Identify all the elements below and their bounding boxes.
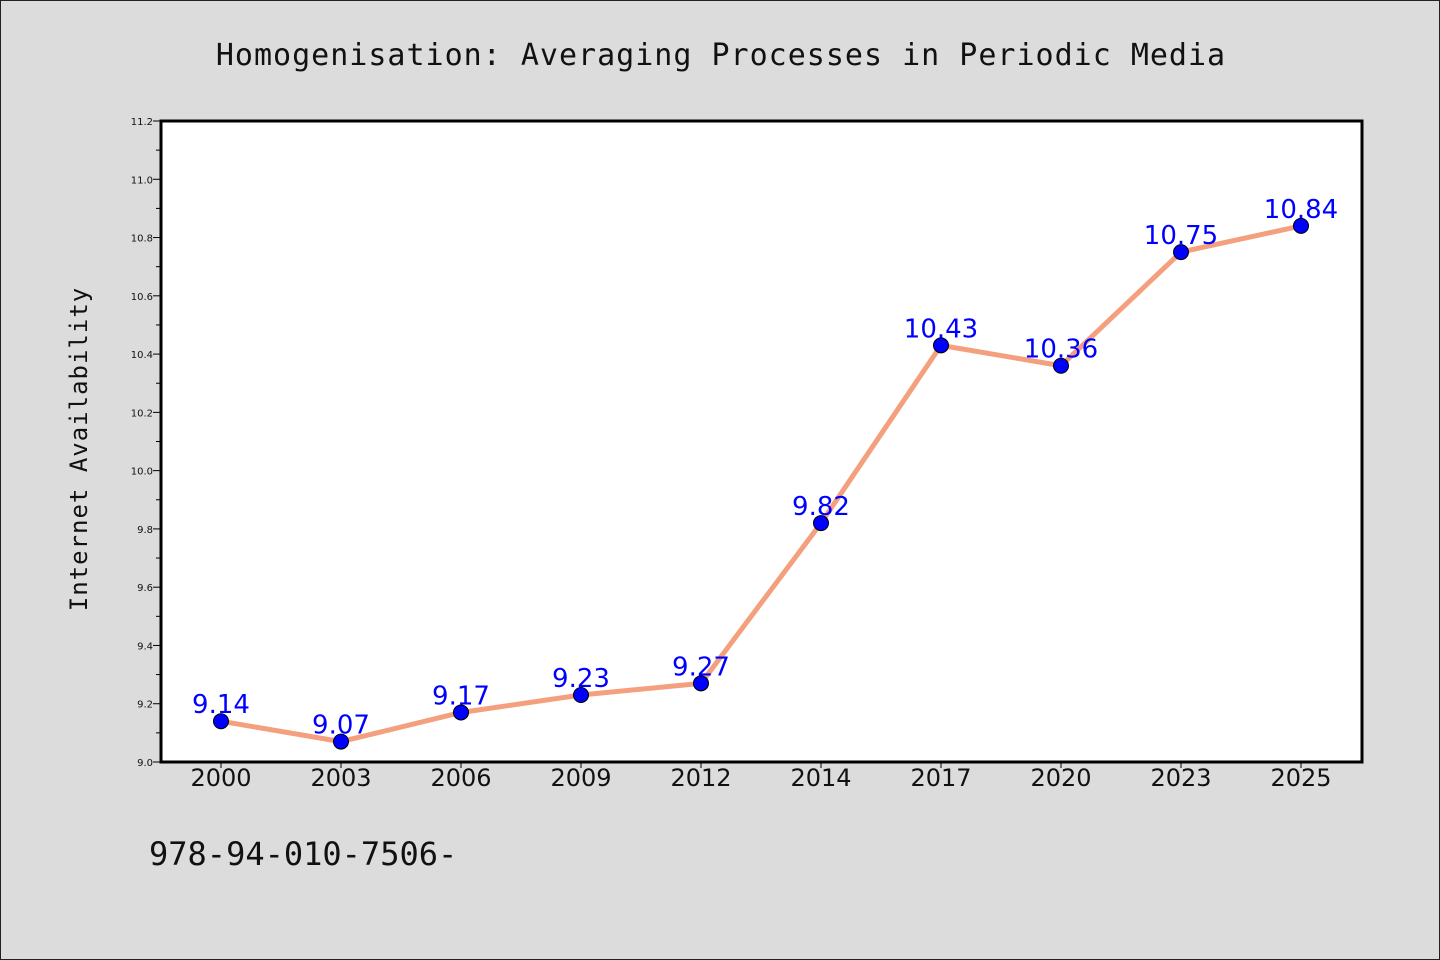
- data-point: [1053, 357, 1069, 374]
- y-tick-label: 10.6: [131, 292, 153, 303]
- x-tick-label: 2000: [190, 764, 251, 792]
- y-tick-label: 10.8: [131, 234, 153, 245]
- plot-frame: [159, 119, 1364, 764]
- y-tick-label: 9.8: [137, 525, 153, 536]
- data-label: 10.75: [1144, 221, 1218, 251]
- data-label: 10.84: [1264, 195, 1338, 225]
- y-tick-label: 11.0: [131, 175, 153, 186]
- footnote: 978-94-010-7506-: [149, 835, 457, 873]
- x-tick-label: 2014: [790, 764, 851, 792]
- data-label: 9.27: [672, 652, 730, 682]
- x-axis: 2000 2003 2006 2009 2012 2014 2017 2020 2023 2025: [190, 762, 1332, 792]
- x-tick-label: 2025: [1270, 764, 1331, 792]
- y-axis: 9.0 9.2 9.4 9.6 9.8 10.0 10.2 10.4 10.6 10.8 11.0 1…: [131, 117, 161, 769]
- chart-title: Homogenisation: Averaging Processes in P…: [216, 38, 1226, 73]
- x-tick-label: 2006: [430, 764, 491, 792]
- data-label: 10.43: [904, 314, 978, 344]
- x-tick-label: 2023: [1150, 764, 1211, 792]
- x-tick-label: 2017: [910, 764, 971, 792]
- data-point: [213, 713, 229, 730]
- data-label: 9.17: [432, 681, 490, 711]
- x-tick-label: 2020: [1030, 764, 1091, 792]
- data-point: [1293, 217, 1309, 234]
- data-point: [333, 733, 349, 750]
- data-point: [1173, 244, 1189, 261]
- data-label: 9.14: [192, 690, 250, 720]
- series-line: [218, 223, 1304, 745]
- series-layer: [218, 223, 1304, 745]
- plot-area: [161, 121, 1362, 762]
- y-tick-label: 11.2: [131, 117, 153, 128]
- x-tick-label: 2012: [670, 764, 731, 792]
- data-point: [813, 515, 829, 532]
- data-label: 10.36: [1024, 335, 1098, 365]
- data-label: 9.07: [312, 711, 370, 741]
- y-tick-label: 10.4: [131, 350, 153, 361]
- data-point: [453, 704, 469, 721]
- y-tick-label: 10.0: [131, 467, 153, 478]
- data-label: 9.82: [792, 492, 850, 522]
- x-tick-label: 2009: [550, 764, 611, 792]
- y-axis-label: Internet Availability: [65, 287, 93, 611]
- x-tick-label: 2003: [310, 764, 371, 792]
- data-label-layer: 9.14 9.07 9.17 9.23 9.27 9.82 10.43 10.36 10.75 1…: [192, 195, 1338, 741]
- marker-layer: [213, 217, 1309, 750]
- y-tick-label: 9.0: [137, 758, 153, 769]
- y-tick-label: 9.6: [137, 583, 153, 594]
- data-point: [573, 686, 589, 703]
- y-tick-label: 9.2: [137, 700, 153, 711]
- y-tick-label: 10.2: [131, 408, 153, 419]
- data-point: [933, 337, 949, 354]
- data-point: [693, 675, 709, 692]
- data-label: 9.23: [552, 664, 610, 694]
- y-tick-label: 9.4: [137, 641, 153, 652]
